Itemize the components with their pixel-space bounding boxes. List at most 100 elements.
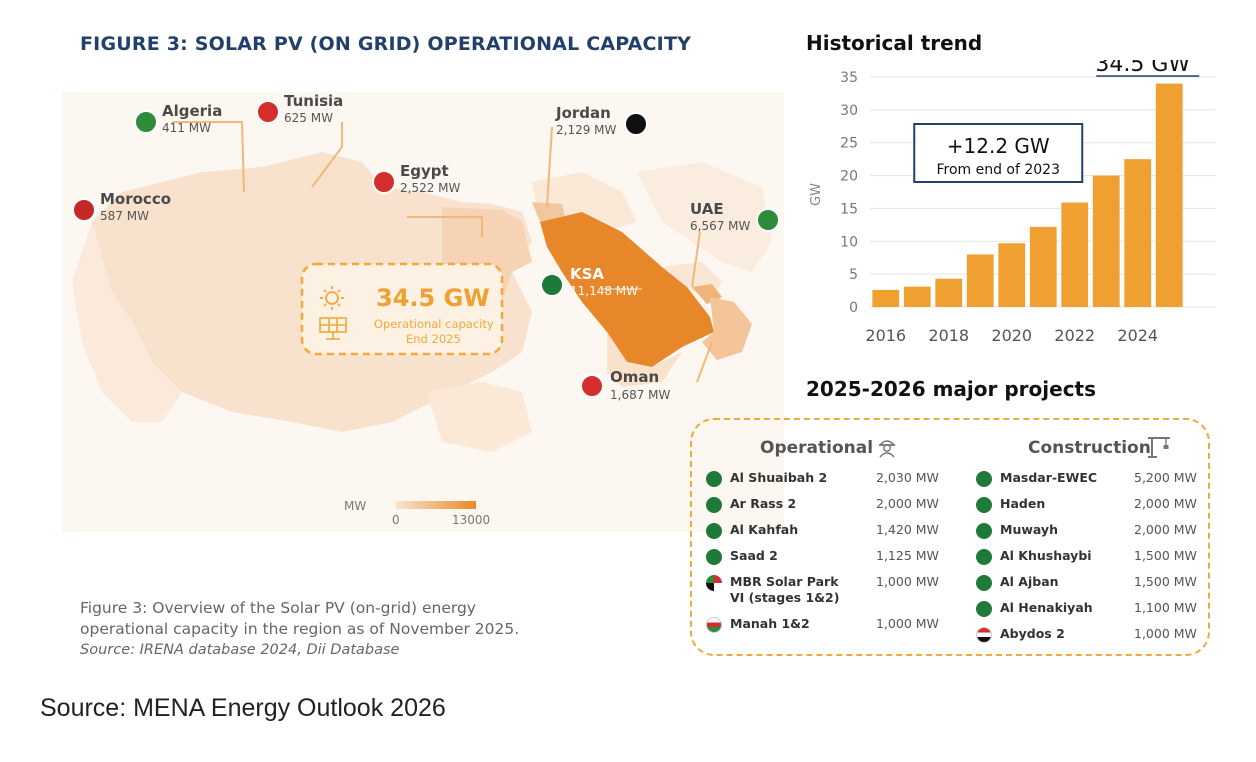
operational-project-row: MBR Solar Park VI (stages 1&2) 1,000 MW <box>706 574 956 605</box>
chart-title: Historical trend <box>806 31 983 55</box>
saudi-flag-icon <box>976 549 992 565</box>
chart-total-callout: 34.5 GW <box>1095 60 1190 77</box>
legend-min: 0 <box>392 513 400 527</box>
country-name-egypt: Egypt <box>400 162 449 180</box>
country-value-oman: 1,687 MW <box>610 388 671 402</box>
project-name-line2: VI (stages 1&2) <box>730 590 840 605</box>
page-source-note: Source: MENA Energy Outlook 2026 <box>40 694 446 722</box>
bar-2018 <box>935 278 963 307</box>
saudi-flag-icon <box>706 497 722 513</box>
project-name: Ar Rass 2 <box>730 496 797 511</box>
x-tick-label: 2022 <box>1054 326 1095 345</box>
total-callout <box>300 262 504 356</box>
project-name: Al Kahfah <box>730 522 799 537</box>
country-name-uae: UAE <box>690 200 724 218</box>
project-capacity: 1,420 MW <box>876 522 939 537</box>
project-capacity: 2,030 MW <box>876 470 939 485</box>
project-name: Al Henakiyah <box>1000 600 1093 615</box>
construction-project-row: Haden 2,000 MW <box>976 496 1214 520</box>
project-name: Manah 1&2 <box>730 616 810 631</box>
project-capacity: 1,500 MW <box>1134 574 1197 589</box>
total-value: 34.5 GW <box>376 284 490 312</box>
project-name: Haden <box>1000 496 1046 511</box>
country-name-jordan: Jordan <box>555 104 611 122</box>
chart-y-axis-label: GW <box>809 183 824 206</box>
map-west-africa <box>72 222 182 422</box>
worker-icon <box>878 440 896 458</box>
y-tick-label: 35 <box>840 70 858 86</box>
map-oman <box>702 297 752 360</box>
legend-gradient <box>396 501 476 509</box>
country-value-morocco: 587 MW <box>100 209 149 223</box>
bar-2025 <box>1155 83 1183 307</box>
construction-project-row: Muwayh 2,000 MW <box>976 522 1214 546</box>
saudi-flag-icon <box>976 575 992 591</box>
y-tick-label: 30 <box>840 103 858 119</box>
oman-flag-icon <box>706 617 722 633</box>
country-value-algeria: 411 MW <box>162 121 211 135</box>
project-name: MBR Solar Park <box>730 574 839 589</box>
caption-source: Source: IRENA database 2024, Dii Databas… <box>80 642 400 658</box>
construction-heading: Construction <box>1028 438 1151 458</box>
project-name: Muwayh <box>1000 522 1058 537</box>
project-name: Al Shuaibah 2 <box>730 470 828 485</box>
country-value-uae: 6,567 MW <box>690 219 751 233</box>
y-tick-label: 0 <box>849 300 858 316</box>
total-label-line1: Operational capacity <box>374 317 494 331</box>
bar-2024 <box>1124 159 1152 307</box>
solar-panel-icon <box>319 317 347 340</box>
legend-max: 13000 <box>452 513 490 527</box>
x-tick-label: 2020 <box>991 326 1032 345</box>
project-capacity: 1,000 MW <box>1134 626 1197 641</box>
y-tick-label: 10 <box>840 234 858 250</box>
saudi-flag-icon <box>706 549 722 565</box>
project-name: Saad 2 <box>730 548 778 563</box>
figure-title: FIGURE 3: SOLAR PV (ON GRID) OPERATIONAL… <box>80 33 692 55</box>
y-tick-label: 15 <box>840 201 858 217</box>
increase-callout-subtitle: From end of 2023 <box>936 162 1060 178</box>
legend-unit: MW <box>344 499 366 513</box>
operational-project-row: Al Kahfah 1,420 MW <box>706 522 956 546</box>
saudi-flag-icon <box>706 471 722 487</box>
construction-project-row: Al Henakiyah 1,100 MW <box>976 600 1214 624</box>
map-panel: Algeria 411 MW Tunisia 625 MW Morocco 58… <box>62 92 784 532</box>
project-capacity: 1,500 MW <box>1134 548 1197 563</box>
country-name-oman: Oman <box>610 368 659 386</box>
saudi-flag-icon <box>976 497 992 513</box>
project-capacity: 1,000 MW <box>876 574 939 589</box>
bar-2019 <box>966 254 994 307</box>
bar-2022 <box>1061 202 1089 307</box>
saudi-flag-icon <box>976 601 992 617</box>
saudi-flag-icon <box>976 471 992 487</box>
x-tick-label: 2016 <box>865 326 906 345</box>
caption-line-2: operational capacity in the region as of… <box>80 620 520 638</box>
construction-project-row: Abydos 2 1,000 MW <box>976 626 1214 650</box>
saudi-flag-icon <box>976 523 992 539</box>
project-capacity: 5,200 MW <box>1134 470 1197 485</box>
country-name-tunisia: Tunisia <box>284 92 343 110</box>
project-name: Abydos 2 <box>1000 626 1065 641</box>
operational-project-row: Ar Rass 2 2,000 MW <box>706 496 956 520</box>
construction-project-row: Al Ajban 1,500 MW <box>976 574 1214 598</box>
caption-line-1: Figure 3: Overview of the Solar PV (on-g… <box>80 599 476 617</box>
country-value-egypt: 2,522 MW <box>400 181 461 195</box>
projects-title: 2025-2026 major projects <box>806 377 1097 401</box>
project-capacity: 2,000 MW <box>1134 522 1197 537</box>
project-capacity: 2,000 MW <box>876 496 939 511</box>
projects-box: Operational Construction Al Shuaibah 2 2,… <box>690 418 1210 656</box>
project-capacity: 1,125 MW <box>876 548 939 563</box>
bar-2016 <box>872 289 900 307</box>
map-yemen <box>607 332 682 387</box>
country-value-jordan: 2,129 MW <box>556 123 617 137</box>
country-value-tunisia: 625 MW <box>284 111 333 125</box>
project-capacity: 1,100 MW <box>1134 600 1197 615</box>
increase-callout-value: +12.2 GW <box>947 134 1050 158</box>
construction-project-row: Masdar-EWEC 5,200 MW <box>976 470 1214 494</box>
operational-project-row: Manah 1&2 1,000 MW <box>706 616 956 640</box>
total-label-line2: End 2025 <box>406 332 461 346</box>
bar-2023 <box>1092 175 1120 307</box>
sun-icon <box>320 286 344 310</box>
y-tick-label: 25 <box>840 136 858 152</box>
country-value-ksa: 11,148 MW <box>570 284 638 298</box>
map-sudan <box>427 382 532 452</box>
